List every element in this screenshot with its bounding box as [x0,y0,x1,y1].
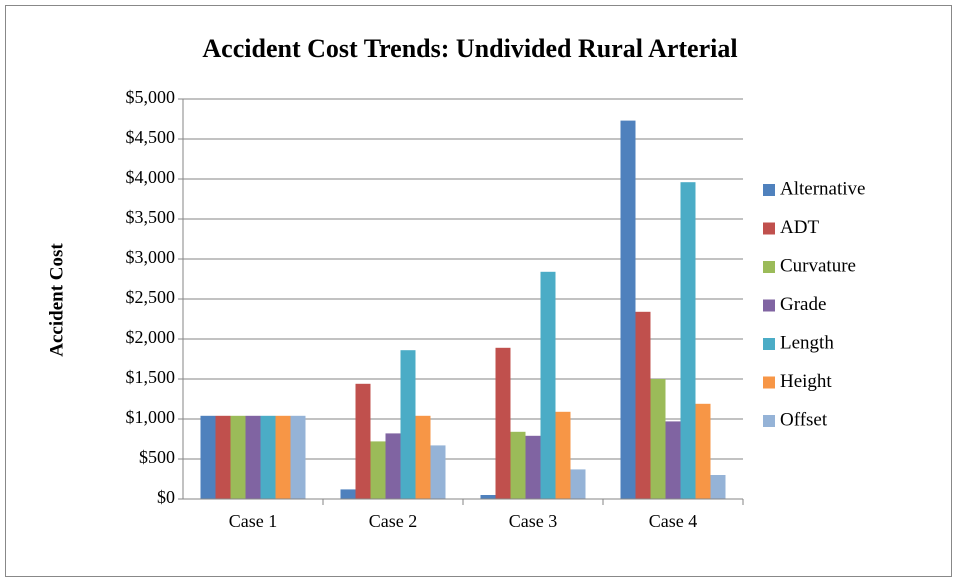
y-tick-label: $1,500 [126,367,176,387]
bar [510,431,526,499]
y-tick-label: $0 [157,487,175,507]
bar [570,469,586,499]
bar [680,182,696,499]
bar [355,383,371,499]
bar [430,445,446,499]
legend-swatch [763,338,775,350]
bar [540,271,556,499]
legend-swatch [763,415,775,427]
legend-label: Alternative [780,178,865,199]
x-tick-label: Case 3 [509,511,558,531]
y-tick-label: $5,000 [126,87,176,107]
bar [245,415,261,499]
y-tick-label: $1,000 [126,407,176,427]
y-tick-label: $3,000 [126,247,176,267]
bar [260,415,276,499]
legend-swatch [763,184,775,196]
bar [495,347,511,499]
chart-title: Accident Cost Trends: Undivided Rural Ar… [202,34,737,63]
legend-label: Height [780,371,832,392]
x-tick-label: Case 1 [229,511,278,531]
bar [665,421,681,499]
legend-swatch [763,299,775,312]
bar [695,403,711,499]
bar [480,495,496,499]
x-tick-label: Case 2 [369,511,418,531]
bar [230,415,246,499]
bar [370,441,386,499]
legend-swatch [763,376,775,389]
bar [400,350,416,499]
legend-label: Grade [780,294,826,315]
bar [620,120,636,499]
y-tick-label: $2,000 [126,327,176,347]
bar [215,415,231,499]
y-tick-label: $4,000 [126,167,176,187]
bar [635,311,651,499]
bar [650,379,666,499]
y-tick-label: $4,500 [126,127,176,147]
bar [385,433,401,499]
bar [290,415,306,499]
bar [200,415,216,499]
legend-label: Offset [780,409,828,430]
chart-border [5,5,952,577]
legend-label: Curvature [780,255,856,276]
x-tick-label: Case 4 [649,511,698,531]
bar [340,489,356,499]
legend-label: Length [780,332,834,353]
y-tick-label: $3,500 [126,207,176,227]
bar [275,415,291,499]
legend-label: ADT [780,217,819,238]
bar [555,411,571,499]
legend-swatch [763,261,775,273]
bar [710,475,726,499]
y-tick-label: $2,500 [126,287,176,307]
bar [525,435,541,499]
bar [415,415,431,499]
legend-swatch [763,222,775,235]
y-tick-label: $500 [139,447,175,467]
y-axis-label: Accident Cost [46,243,67,357]
